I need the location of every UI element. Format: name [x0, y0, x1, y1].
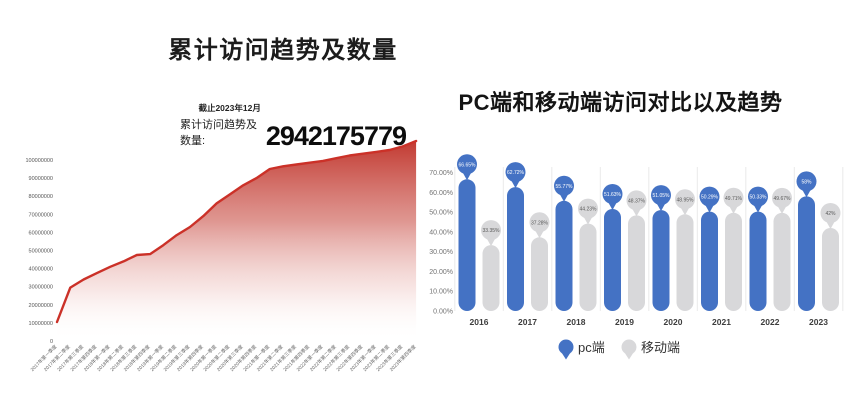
svg-text:30.00%: 30.00% [429, 249, 453, 256]
svg-text:62.72%: 62.72% [507, 170, 525, 176]
svg-text:2020: 2020 [664, 317, 683, 327]
year-group-2021: 50.29% 49.71% 2021 [699, 186, 744, 327]
svg-text:40000000: 40000000 [29, 267, 53, 273]
legend-item-mobile[interactable]: 移动端 [621, 339, 681, 360]
svg-text:2018: 2018 [567, 317, 586, 327]
bar-y-axis-labels: 70.00% 60.00% 50.00% 40.00% 30.00% 20.00% 10.0… [429, 170, 453, 315]
annotation-labels: 截止2023年12月 累计访问趋势及数量: [180, 102, 261, 150]
svg-text:50.00%: 50.00% [429, 210, 453, 217]
svg-text:60000000: 60000000 [29, 230, 53, 236]
svg-text:33.35%: 33.35% [483, 228, 501, 234]
svg-text:49.71%: 49.71% [725, 196, 743, 202]
svg-text:20.00%: 20.00% [429, 269, 453, 276]
svg-text:49.67%: 49.67% [774, 196, 792, 202]
svg-text:60.00%: 60.00% [429, 190, 453, 197]
right-chart-title: PC端和移动端访问对比以及趋势 [458, 90, 783, 115]
svg-text:42%: 42% [825, 211, 836, 217]
svg-text:2021: 2021 [712, 317, 731, 327]
legend-balloon-icon [621, 339, 637, 355]
svg-text:30000000: 30000000 [29, 285, 53, 291]
as-of-date-label: 截止2023年12月 [198, 103, 261, 113]
year-group-2020: 51.05% 48.95% 2020 [651, 185, 695, 327]
area-y-axis-labels: 1000000009000000080000000700000006000000… [25, 158, 53, 345]
svg-text:2023: 2023 [809, 317, 828, 327]
svg-text:50.29%: 50.29% [701, 195, 719, 201]
svg-text:20000000: 20000000 [29, 303, 53, 309]
svg-text:37.28%: 37.28% [531, 220, 549, 226]
year-group-2017: 62.72% 37.28% 2017 [505, 162, 550, 327]
svg-text:66.65%: 66.65% [459, 162, 477, 168]
svg-text:50.33%: 50.33% [750, 195, 768, 201]
svg-text:58%: 58% [801, 179, 812, 185]
cumulative-total-annotation: 截止2023年12月 累计访问趋势及数量: 2942175779 [180, 102, 407, 152]
svg-text:pc端: pc端 [578, 340, 605, 355]
svg-text:0: 0 [50, 339, 53, 345]
svg-text:移动端: 移动端 [641, 340, 680, 355]
area-series [55, 139, 418, 341]
svg-text:48.95%: 48.95% [677, 197, 695, 203]
group-separators [454, 167, 844, 311]
svg-text:2016: 2016 [470, 317, 489, 327]
svg-text:0.00%: 0.00% [433, 309, 453, 316]
svg-text:51.63%: 51.63% [604, 192, 622, 198]
svg-text:10.00%: 10.00% [429, 289, 453, 296]
svg-text:90000000: 90000000 [29, 176, 53, 182]
year-group-2016: 66.65% 33.35% 2016 [457, 154, 501, 327]
svg-text:55.77%: 55.77% [556, 184, 574, 190]
year-group-2023: 58% 42% 2023 [796, 171, 841, 327]
svg-text:10000000: 10000000 [29, 321, 53, 327]
svg-text:2019: 2019 [615, 317, 634, 327]
year-group-2022: 50.33% 49.67% 2022 [748, 186, 792, 327]
svg-text:48.37%: 48.37% [628, 198, 646, 204]
cumulative-total-value: 2942175779 [265, 121, 407, 152]
legend-item-pc[interactable]: pc端 [558, 339, 605, 360]
svg-text:70.00%: 70.00% [429, 170, 453, 177]
left-chart-title: 累计访问趋势及数量 [168, 37, 398, 64]
total-metric-label: 累计访问趋势及数量: [180, 119, 257, 147]
year-group-2019: 51.63% 48.37% 2019 [602, 184, 647, 327]
legend: pc端 移动端 [558, 339, 681, 360]
svg-text:51.05%: 51.05% [653, 193, 671, 199]
svg-text:80000000: 80000000 [29, 194, 53, 200]
svg-text:100000000: 100000000 [25, 158, 53, 164]
year-group-2018: 55.77% 44.23% 2018 [554, 175, 598, 327]
svg-text:70000000: 70000000 [29, 212, 53, 218]
legend-balloon-icon [558, 339, 574, 355]
svg-text:2022: 2022 [761, 317, 780, 327]
svg-text:40.00%: 40.00% [429, 229, 453, 236]
svg-text:50000000: 50000000 [29, 249, 53, 255]
svg-text:2017: 2017 [518, 317, 537, 327]
svg-text:44.23%: 44.23% [580, 207, 598, 213]
